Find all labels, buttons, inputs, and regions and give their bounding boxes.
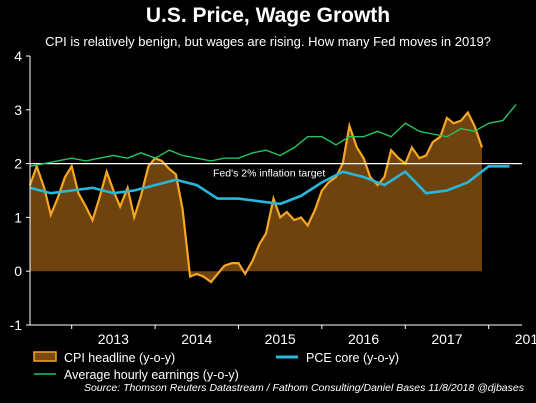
- x-tick-label: 2018: [515, 331, 536, 347]
- legend-label-pce: PCE core (y-o-y): [306, 351, 399, 365]
- target-line-label: Fed's 2% inflation target: [213, 168, 325, 180]
- x-tick-label: 2014: [181, 331, 212, 347]
- axes: -1 0 1 2 3 4 2013 2014 2015 2016 2017 2018: [10, 48, 536, 347]
- y-tick-label: 2: [14, 156, 22, 172]
- source-note: Source: Thomson Reuters Datastream / Fat…: [83, 382, 524, 394]
- x-tick-label: 2016: [348, 331, 379, 347]
- y-tick-label: 0: [14, 263, 22, 279]
- legend-label-ahe: Average hourly earnings (y-o-y): [64, 368, 239, 382]
- plot-area: Fed's 2% inflation target: [28, 103, 522, 284]
- cpi-area: [30, 112, 482, 282]
- legend: CPI headline (y-o-y) PCE core (y-o-y) Aver…: [33, 351, 399, 382]
- cpi-line: [28, 110, 484, 284]
- legend-label-cpi: CPI headline (y-o-y): [64, 351, 175, 365]
- y-tick-label: 3: [14, 102, 22, 118]
- x-tick-label: 2017: [431, 331, 462, 347]
- y-tick-label: 1: [14, 209, 22, 225]
- chart-subtitle: CPI is relatively benign, but wages are …: [45, 34, 491, 49]
- y-tick-label: -1: [10, 317, 23, 333]
- pce-line: [29, 165, 510, 206]
- x-tick-label: 2015: [265, 331, 296, 347]
- ahe-line: [29, 103, 517, 167]
- y-tick-label: 4: [14, 48, 22, 64]
- legend-swatch-cpi: [33, 351, 57, 362]
- x-tick-label: 2013: [98, 331, 129, 347]
- chart-title: U.S. Price, Wage Growth: [145, 4, 391, 27]
